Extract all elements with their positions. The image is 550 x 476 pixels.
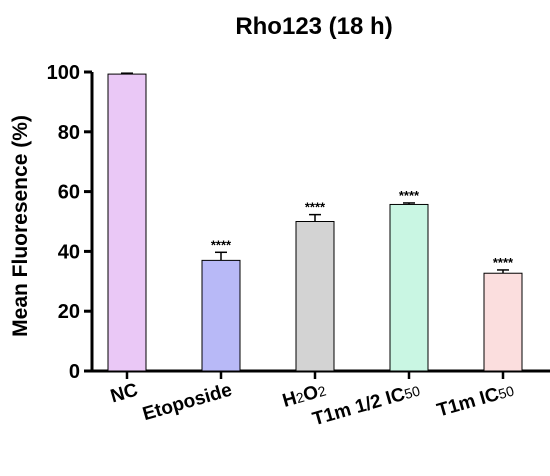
bar	[483, 272, 523, 372]
x-tick-label-part: 50	[402, 382, 422, 402]
significance-label: ****	[211, 237, 232, 252]
chart-title: Rho123 (18 h)	[235, 13, 392, 40]
bar	[201, 259, 241, 372]
x-tick-label-part: T1m IC	[435, 384, 502, 422]
bars	[107, 72, 523, 372]
bar	[295, 221, 335, 372]
significance-label: ****	[399, 188, 420, 203]
axes: 0 20 40 60 80 100	[47, 62, 550, 383]
significance-label: ****	[305, 200, 326, 215]
significance-label: ****	[493, 255, 514, 270]
y-tick-label: 20	[58, 301, 80, 323]
x-tick-label: Etoposide	[140, 380, 234, 426]
y-tick-label: 80	[58, 122, 80, 144]
x-tick-label-part: NC	[108, 380, 140, 408]
x-tick-label-part: 50	[496, 382, 516, 402]
bar	[107, 73, 147, 372]
x-tick-label-part: O	[301, 382, 321, 406]
x-tick-label-part: H	[280, 388, 299, 412]
x-tick-label-part: Etoposide	[140, 380, 234, 426]
y-tick-label: 0	[69, 361, 80, 383]
y-tick-label: 40	[58, 241, 80, 263]
x-tick-label: NC	[108, 380, 140, 408]
y-axis-label: Mean Fluoresence (%)	[9, 115, 32, 337]
x-tick-label: T1m 1/2 IC50	[310, 380, 422, 431]
y-tick-label: 100	[47, 62, 80, 84]
x-tick-label: T1m IC50	[435, 380, 517, 422]
y-tick-label: 60	[58, 182, 80, 204]
bar	[389, 203, 429, 372]
